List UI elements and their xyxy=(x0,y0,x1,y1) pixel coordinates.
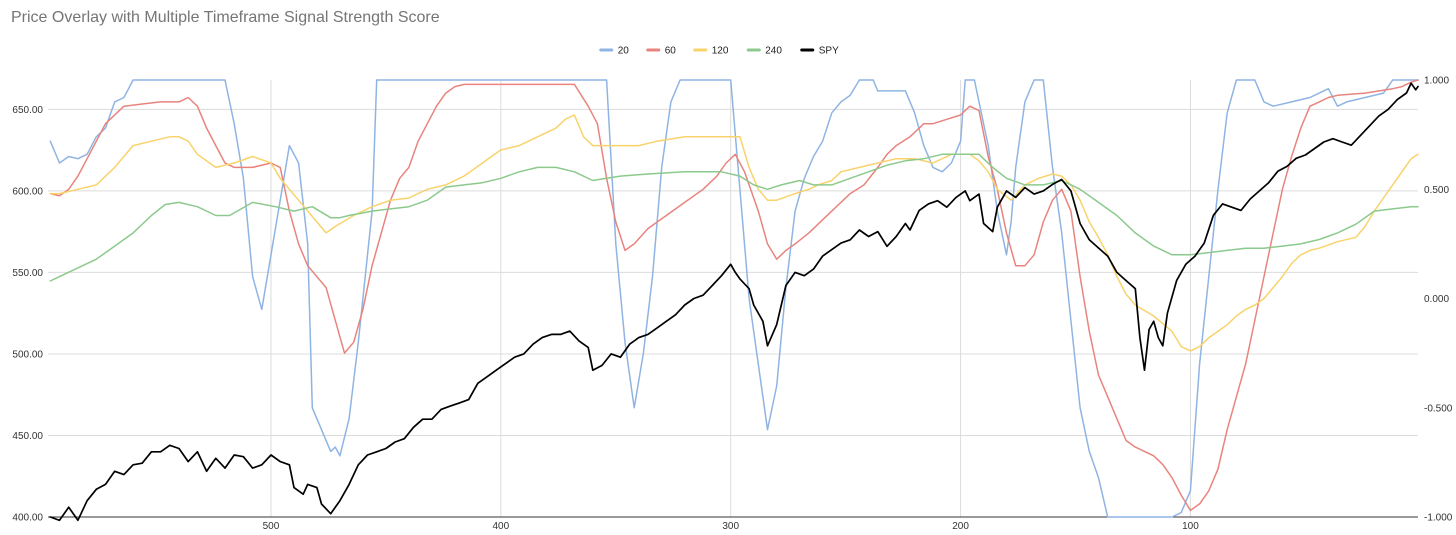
y-tick-label: 600.00 xyxy=(12,186,43,197)
series-line-20 xyxy=(49,79,1419,518)
y2-tick-label: -0.500 xyxy=(1424,403,1453,414)
legend-label: 60 xyxy=(665,46,677,57)
series-layer xyxy=(49,79,1419,522)
y-tick-label: 650.00 xyxy=(12,105,43,116)
right-axis: -1.000 -0.500 0.000 0.500 1.000 xyxy=(1424,76,1453,524)
y-tick-label: 500.00 xyxy=(12,349,43,360)
y2-tick-label: 0.500 xyxy=(1424,185,1449,196)
legend-label: 20 xyxy=(618,46,630,57)
legend-label: 240 xyxy=(765,46,782,57)
y2-tick-label: 0.000 xyxy=(1424,294,1449,305)
y-tick-label: 400.00 xyxy=(12,513,43,524)
x-tick-label: 100 xyxy=(1182,521,1199,532)
x-axis: 500 400 300 200 100 xyxy=(263,521,1200,532)
series-line-60 xyxy=(49,79,1419,512)
y2-tick-label: -1.000 xyxy=(1424,513,1453,524)
series-line-spy xyxy=(49,82,1419,522)
y-tick-label: 450.00 xyxy=(12,431,43,442)
x-tick-label: 400 xyxy=(492,521,509,532)
grid xyxy=(48,80,1418,518)
x-tick-label: 500 xyxy=(263,521,280,532)
x-tick-label: 300 xyxy=(722,521,739,532)
legend-label: SPY xyxy=(819,46,839,57)
x-tick-label: 200 xyxy=(952,521,969,532)
series-line-120 xyxy=(49,114,1419,352)
y-tick-label: 550.00 xyxy=(12,268,43,279)
legend: 20 60 120 240 SPY xyxy=(599,46,839,57)
legend-label: 120 xyxy=(712,46,729,57)
y2-tick-label: 1.000 xyxy=(1424,76,1449,87)
left-axis: 400.00 450.00 500.00 550.00 600.00 650.00 xyxy=(12,105,43,524)
chart-title: Price Overlay with Multiple Timeframe Si… xyxy=(11,9,440,26)
